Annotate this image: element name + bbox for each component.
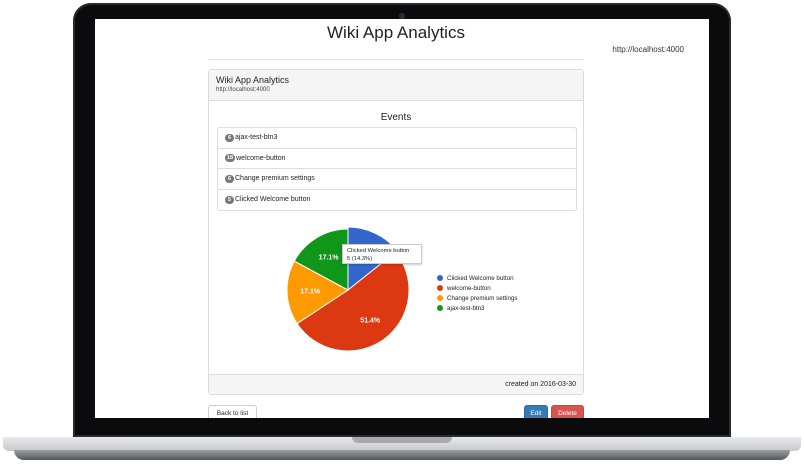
legend-swatch [437, 305, 443, 311]
page-title: Wiki App Analytics [327, 23, 465, 42]
chart-legend: Clicked Welcome button welcome-button Ch… [437, 273, 518, 313]
back-to-list-button[interactable]: Back to list [208, 405, 257, 418]
slice-label: 17.1% [300, 289, 321, 296]
event-label: Clicked Welcome button [235, 196, 311, 204]
pie-slice[interactable] [296, 251, 410, 352]
count-badge: 6 [225, 174, 234, 183]
pie-chart-svg: 51.4% 17.1% 17.1% [286, 226, 410, 352]
chart-tooltip: Clicked Welcome button 5 (14.3%) [342, 244, 422, 264]
legend-swatch [437, 285, 443, 291]
browser-viewport: Wiki App Analytics http://localhost:4000… [95, 19, 709, 418]
page-url: http://localhost:4000 [612, 45, 684, 54]
events-list: 6 ajax-test-btn3 18 welcome-button 6 Cha… [217, 127, 577, 211]
legend-label: ajax-test-btn3 [447, 304, 485, 312]
panel-subtitle: http://localhost:4000 [216, 87, 270, 93]
legend-label: Change premium settings [447, 294, 518, 302]
delete-button[interactable]: Delete [551, 405, 584, 418]
slice-label: 51.4% [360, 318, 381, 325]
tooltip-value: 5 (14.3%) [347, 256, 373, 262]
divider [208, 59, 584, 60]
count-badge: 18 [225, 154, 236, 163]
laptop-notch [352, 437, 452, 443]
count-badge: 5 [225, 195, 234, 204]
legend-label: welcome-button [447, 284, 491, 292]
laptop-base [3, 437, 801, 451]
camera-icon [399, 13, 405, 19]
list-item[interactable]: 18 welcome-button [218, 149, 576, 169]
count-badge: 6 [225, 133, 234, 142]
event-label: ajax-test-btn3 [235, 134, 278, 142]
panel-title: Wiki App Analytics [216, 75, 290, 85]
analytics-panel: Wiki App Analytics http://localhost:4000… [208, 69, 584, 395]
legend-item[interactable]: welcome-button [437, 283, 518, 293]
legend-item[interactable]: ajax-test-btn3 [437, 303, 518, 313]
laptop-base-shadow [14, 450, 790, 460]
list-item[interactable]: 5 Clicked Welcome button [218, 190, 576, 211]
legend-swatch [437, 295, 443, 301]
event-label: Change premium settings [235, 175, 315, 183]
legend-item[interactable]: Change premium settings [437, 293, 518, 303]
list-item[interactable]: 6 Change premium settings [218, 169, 576, 190]
edit-button[interactable]: Edit [524, 405, 548, 418]
legend-swatch [437, 275, 443, 281]
legend-label: Clicked Welcome button [447, 274, 514, 282]
pie-chart: 51.4% 17.1% 17.1% Clicked Welcome button w… [209, 218, 585, 388]
events-title: Events [380, 112, 412, 123]
pie-slice[interactable] [293, 228, 349, 291]
list-item[interactable]: 6 ajax-test-btn3 [218, 128, 576, 149]
slice-label: 17.1% [319, 255, 340, 262]
pie-slice[interactable] [286, 260, 349, 325]
panel-heading: Wiki App Analytics http://localhost:4000 [209, 70, 583, 101]
event-label: welcome-button [236, 154, 286, 162]
legend-item[interactable]: Clicked Welcome button [437, 273, 518, 283]
tooltip-title: Clicked Welcome button [347, 248, 410, 254]
created-date: created on 2016-03-30 [209, 374, 583, 394]
